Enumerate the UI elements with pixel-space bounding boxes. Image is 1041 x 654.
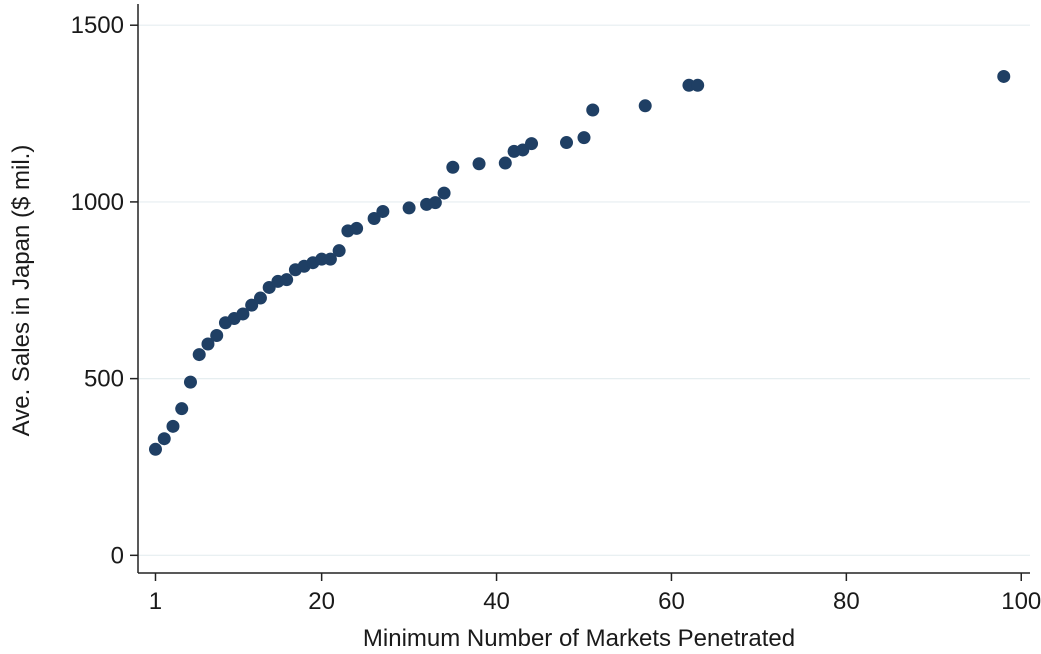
data-points <box>148 69 1011 456</box>
y-tick-label: 500 <box>84 366 124 393</box>
data-point <box>367 212 381 226</box>
y-axis-ticks: 0 500 1000 1500 <box>71 12 138 569</box>
data-point <box>166 419 180 433</box>
y-tick-label: 0 <box>111 542 124 569</box>
data-point <box>245 298 259 312</box>
data-point <box>446 160 460 174</box>
data-point <box>691 78 705 92</box>
data-point <box>402 201 416 215</box>
x-tick-label: 1 <box>149 588 162 615</box>
y-axis-label: Ave. Sales in Japan ($ mil.) <box>8 145 35 437</box>
data-point <box>428 196 442 210</box>
x-axis-label: Minimum Number of Markets Penetrated <box>363 625 795 652</box>
data-point <box>350 221 364 235</box>
data-point <box>376 204 390 218</box>
x-axis-ticks: 1 20 40 60 80 100 <box>149 573 1041 615</box>
data-point <box>210 329 224 343</box>
data-point <box>997 69 1011 83</box>
y-tick-label: 1500 <box>71 12 124 39</box>
data-point <box>201 337 215 351</box>
data-point <box>175 402 189 416</box>
data-point <box>148 442 162 456</box>
data-point <box>192 348 206 362</box>
x-tick-label: 80 <box>833 588 860 615</box>
data-point <box>638 99 652 113</box>
data-point <box>236 307 250 321</box>
data-point <box>280 273 294 287</box>
data-point <box>437 186 451 200</box>
data-point <box>498 156 512 170</box>
x-tick-label: 60 <box>658 588 685 615</box>
data-point <box>586 103 600 117</box>
data-point <box>472 157 486 171</box>
y-tick-label: 1000 <box>71 189 124 216</box>
data-point <box>577 131 591 145</box>
data-point <box>253 291 267 305</box>
data-point <box>157 432 171 446</box>
data-point <box>323 252 337 266</box>
data-point <box>332 244 346 258</box>
axes <box>137 4 1030 574</box>
data-point <box>560 136 574 150</box>
data-point <box>525 137 539 151</box>
x-tick-label: 100 <box>1001 588 1041 615</box>
x-tick-label: 40 <box>483 588 510 615</box>
data-point <box>183 375 197 389</box>
x-tick-label: 20 <box>308 588 335 615</box>
grid-lines <box>138 24 1030 556</box>
